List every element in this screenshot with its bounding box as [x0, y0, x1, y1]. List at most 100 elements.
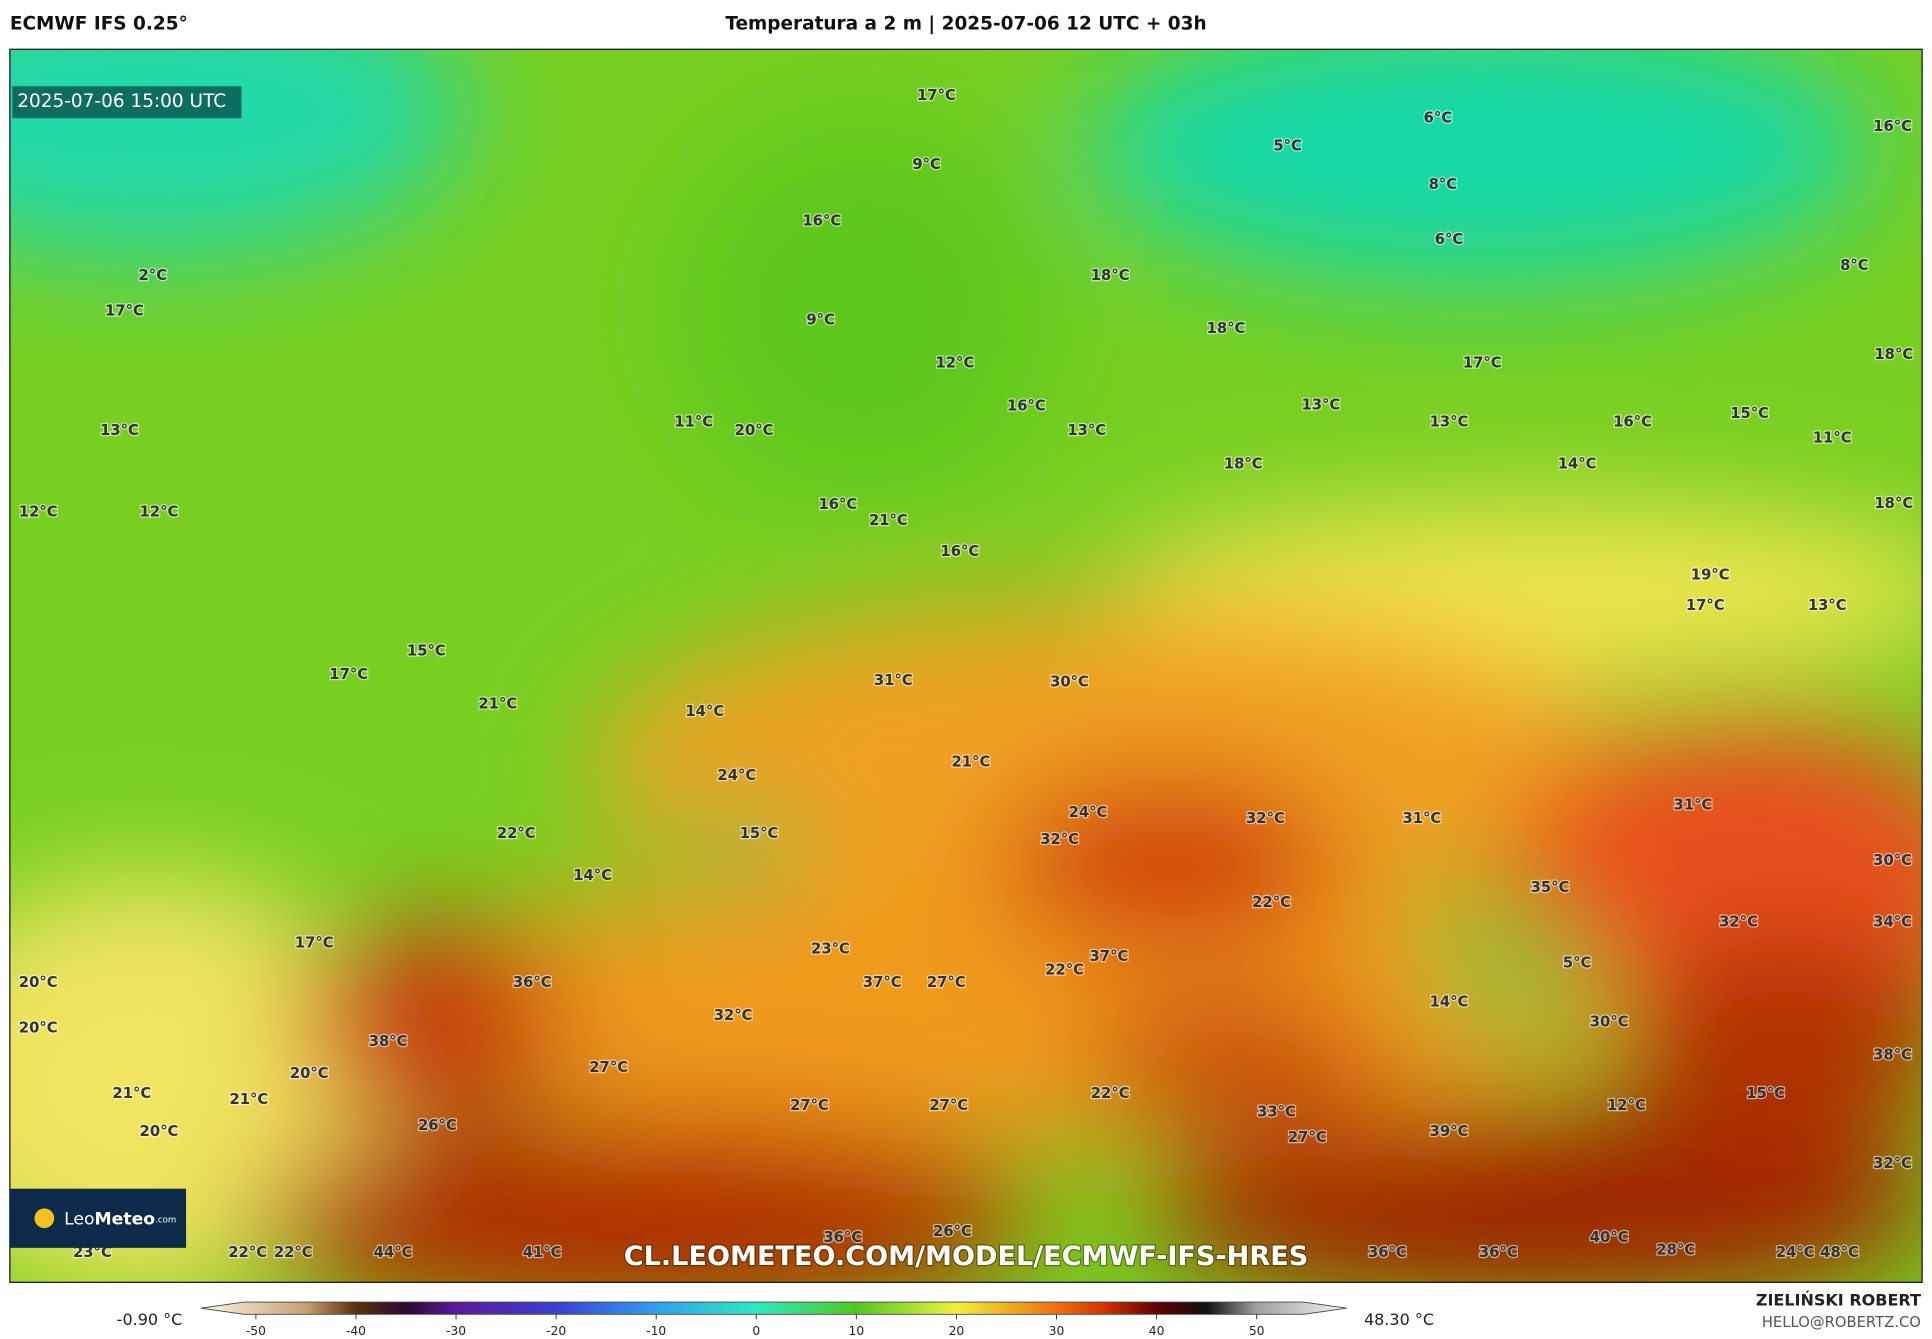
temperature-label: 15°C	[740, 825, 779, 842]
temperature-label: 6°C	[1424, 109, 1453, 126]
temperature-label: 32°C	[1246, 810, 1285, 827]
temperature-label: 18°C	[1874, 346, 1913, 363]
colorbar-tick-label: 30	[1049, 1324, 1065, 1338]
temperature-label: 13°C	[1430, 414, 1469, 431]
temperature-label: 9°C	[912, 156, 941, 173]
temperature-label: 13°C	[1301, 396, 1340, 413]
temperature-label: 17°C	[1686, 597, 1725, 614]
temperature-label: 32°C	[714, 1007, 753, 1024]
temperature-label: 13°C	[100, 422, 139, 439]
temperature-label: 22°C	[228, 1244, 267, 1261]
colorbar-tick-label: 0	[752, 1324, 760, 1338]
temperature-label: 33°C	[1257, 1103, 1296, 1120]
valid-time-box	[12, 86, 242, 119]
temperature-label: 15°C	[1730, 405, 1769, 422]
temperature-label: 22°C	[1252, 894, 1291, 911]
temperature-label: 16°C	[1007, 398, 1046, 415]
logo-leo: Leo	[64, 1210, 94, 1230]
temperature-label: 44°C	[374, 1244, 413, 1261]
temperature-label: 36°C	[1479, 1244, 1518, 1261]
temperature-label: 27°C	[1288, 1129, 1327, 1146]
temperature-label: 26°C	[933, 1223, 972, 1240]
temperature-label: 20°C	[290, 1065, 329, 1082]
temperature-label: 27°C	[790, 1097, 829, 1114]
temperature-label: 36°C	[1368, 1244, 1407, 1261]
temperature-label: 8°C	[1429, 176, 1458, 193]
temperature-label: 16°C	[1613, 414, 1652, 431]
temperature-label: 24°C	[1776, 1244, 1815, 1261]
temperature-label: 20°C	[735, 422, 774, 439]
temperature-label: 8°C	[1840, 257, 1869, 274]
temperature-label: 24°C	[717, 767, 756, 784]
temperature-label: 38°C	[369, 1033, 408, 1050]
temperature-label: 19°C	[1691, 566, 1730, 583]
temperature-label: 22°C	[1091, 1085, 1130, 1102]
temperature-label: 31°C	[874, 672, 913, 689]
valid-time: 2025-07-06 15:00 UTC	[17, 91, 226, 112]
temperature-label: 48°C	[1820, 1244, 1859, 1261]
temperature-label: 32°C	[1719, 914, 1758, 931]
temperature-labels: 17°C 9°C 6°C 5°C 16°C 8°C 6°C 16°C 2°C 8°C 18°C 17°…	[18, 86, 1915, 1262]
temperature-label: 11°C	[1813, 430, 1852, 447]
temperature-label: 9°C	[806, 311, 835, 328]
temperature-label: 38°C	[1873, 1047, 1912, 1064]
temperature-label: 27°C	[929, 1097, 968, 1114]
colorbar-tick-label: -10	[646, 1324, 666, 1338]
temperature-label: 36°C	[513, 974, 552, 991]
temperature-label: 5°C	[1273, 138, 1302, 155]
temperature-label: 21°C	[869, 512, 908, 529]
colorbar-tick-label: 40	[1149, 1324, 1165, 1338]
temperature-label: 14°C	[685, 703, 724, 720]
temperature-label: 16°C	[1873, 118, 1912, 135]
temperature-label: 22°C	[1045, 962, 1084, 979]
temperature-label: 34°C	[1873, 914, 1912, 931]
logo-meteo: Meteo	[95, 1210, 156, 1230]
colorbar: -50 -40 -30 -20 -10 0 10 20 30 40 50	[200, 1301, 1347, 1338]
temperature-label: 11°C	[674, 414, 713, 431]
temperature-label: 39°C	[1430, 1123, 1469, 1140]
colorbar-tick-label: 20	[949, 1324, 965, 1338]
temperature-label: 20°C	[19, 974, 58, 991]
source-url: CL.LEOMETEO.COM/MODEL/ECMWF-IFS-HRES	[624, 1241, 1309, 1272]
temperature-label: 2°C	[139, 267, 168, 284]
temperature-label: 35°C	[1531, 879, 1570, 896]
temperature-label: 32°C	[1040, 831, 1079, 848]
temperature-label: 21°C	[478, 696, 517, 713]
temperature-label: 37°C	[1090, 948, 1129, 965]
colorbar-tick-label: -50	[246, 1324, 266, 1338]
temperature-label: 5°C	[1563, 954, 1592, 971]
temperature-label: 13°C	[1067, 422, 1106, 439]
temperature-label: 18°C	[1207, 320, 1246, 337]
temperature-label: 31°C	[1402, 810, 1441, 827]
author: ZIELIŃSKI ROBERT	[1756, 1290, 1921, 1309]
temperature-label: 16°C	[802, 213, 841, 230]
temperature-label: 12°C	[1607, 1097, 1646, 1114]
colorbar-tick-label: -20	[546, 1324, 566, 1338]
temperature-label: 30°C	[1590, 1013, 1629, 1030]
temperature-label: 27°C	[927, 974, 966, 991]
colorbar-tick-label: -40	[346, 1324, 366, 1338]
temperature-label: 30°C	[1873, 852, 1912, 869]
logo-com: .com	[155, 1215, 176, 1225]
temperature-label: 31°C	[1674, 797, 1713, 814]
temperature-label: 21°C	[229, 1091, 268, 1108]
temperature-label: 17°C	[295, 935, 334, 952]
colorbar-tick-label: 10	[849, 1324, 865, 1338]
temperature-label: 40°C	[1590, 1229, 1629, 1246]
temperature-label: 16°C	[818, 496, 857, 513]
temperature-label: 21°C	[952, 754, 991, 771]
temperature-label: 17°C	[917, 87, 956, 104]
temperature-label: 17°C	[105, 303, 144, 320]
temperature-label: 14°C	[1558, 455, 1597, 472]
temperature-label: 37°C	[863, 974, 902, 991]
temperature-label: 27°C	[589, 1059, 628, 1076]
temperature-label: 36°C	[823, 1229, 862, 1246]
model-name: ECMWF IFS 0.25°	[10, 14, 188, 35]
temperature-label: 20°C	[19, 1020, 58, 1037]
logo: LeoMeteo.com	[64, 1210, 176, 1230]
temperature-label: 30°C	[1050, 673, 1089, 690]
temperature-label: 14°C	[573, 867, 612, 884]
